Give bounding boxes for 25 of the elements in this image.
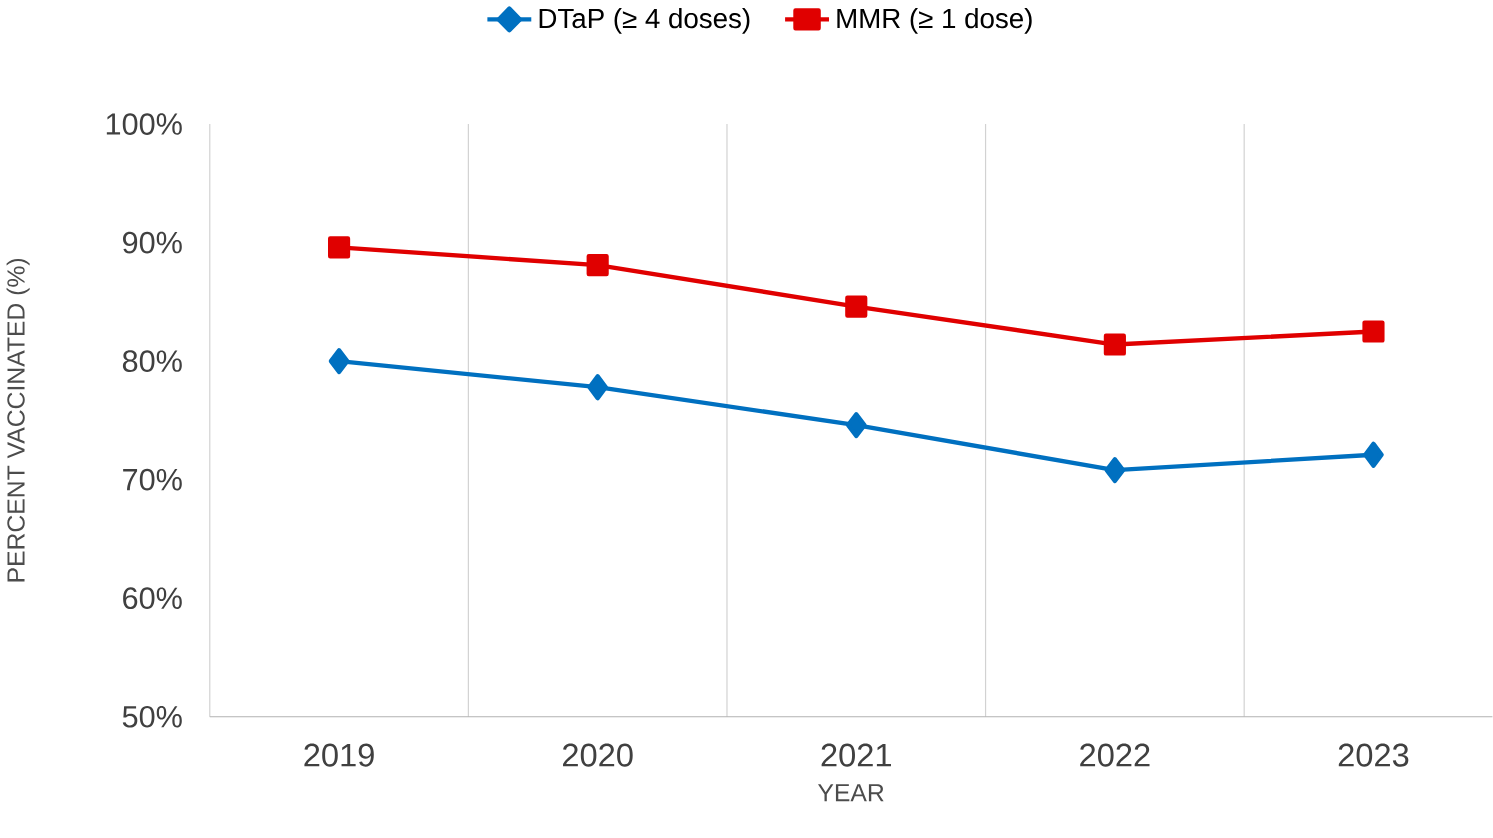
point bbox=[328, 236, 351, 259]
point bbox=[1103, 333, 1126, 356]
x-tick-label: 2021 bbox=[821, 743, 891, 767]
y-axis-title: PERCENT VACCINATED (%) bbox=[6, 259, 30, 582]
y-tick-label: 100% bbox=[106, 113, 182, 135]
point bbox=[845, 295, 868, 318]
point bbox=[1362, 320, 1385, 343]
x-tick-label: 2023 bbox=[1338, 743, 1409, 767]
point bbox=[328, 348, 350, 375]
point bbox=[845, 412, 867, 439]
y-tick-label: 50% bbox=[122, 705, 182, 728]
legend-label: MMR (≥ 1 dose) bbox=[837, 7, 1032, 34]
x-tick-label: 2019 bbox=[304, 743, 374, 767]
x-tick-label: 2020 bbox=[563, 743, 633, 767]
y-tick-label: 70% bbox=[123, 468, 182, 491]
y-tick-label: 60% bbox=[123, 587, 182, 610]
point bbox=[586, 254, 609, 277]
legend-label: DTaP (≥ 4 doses) bbox=[539, 7, 750, 34]
x-axis-title: YEAR bbox=[817, 784, 884, 802]
point bbox=[1363, 441, 1384, 468]
x-tick-label: 2022 bbox=[1080, 743, 1150, 767]
y-tick-label: 90% bbox=[122, 231, 182, 254]
point bbox=[587, 374, 609, 401]
y-tick-label: 80% bbox=[122, 350, 182, 373]
point bbox=[1104, 457, 1126, 484]
